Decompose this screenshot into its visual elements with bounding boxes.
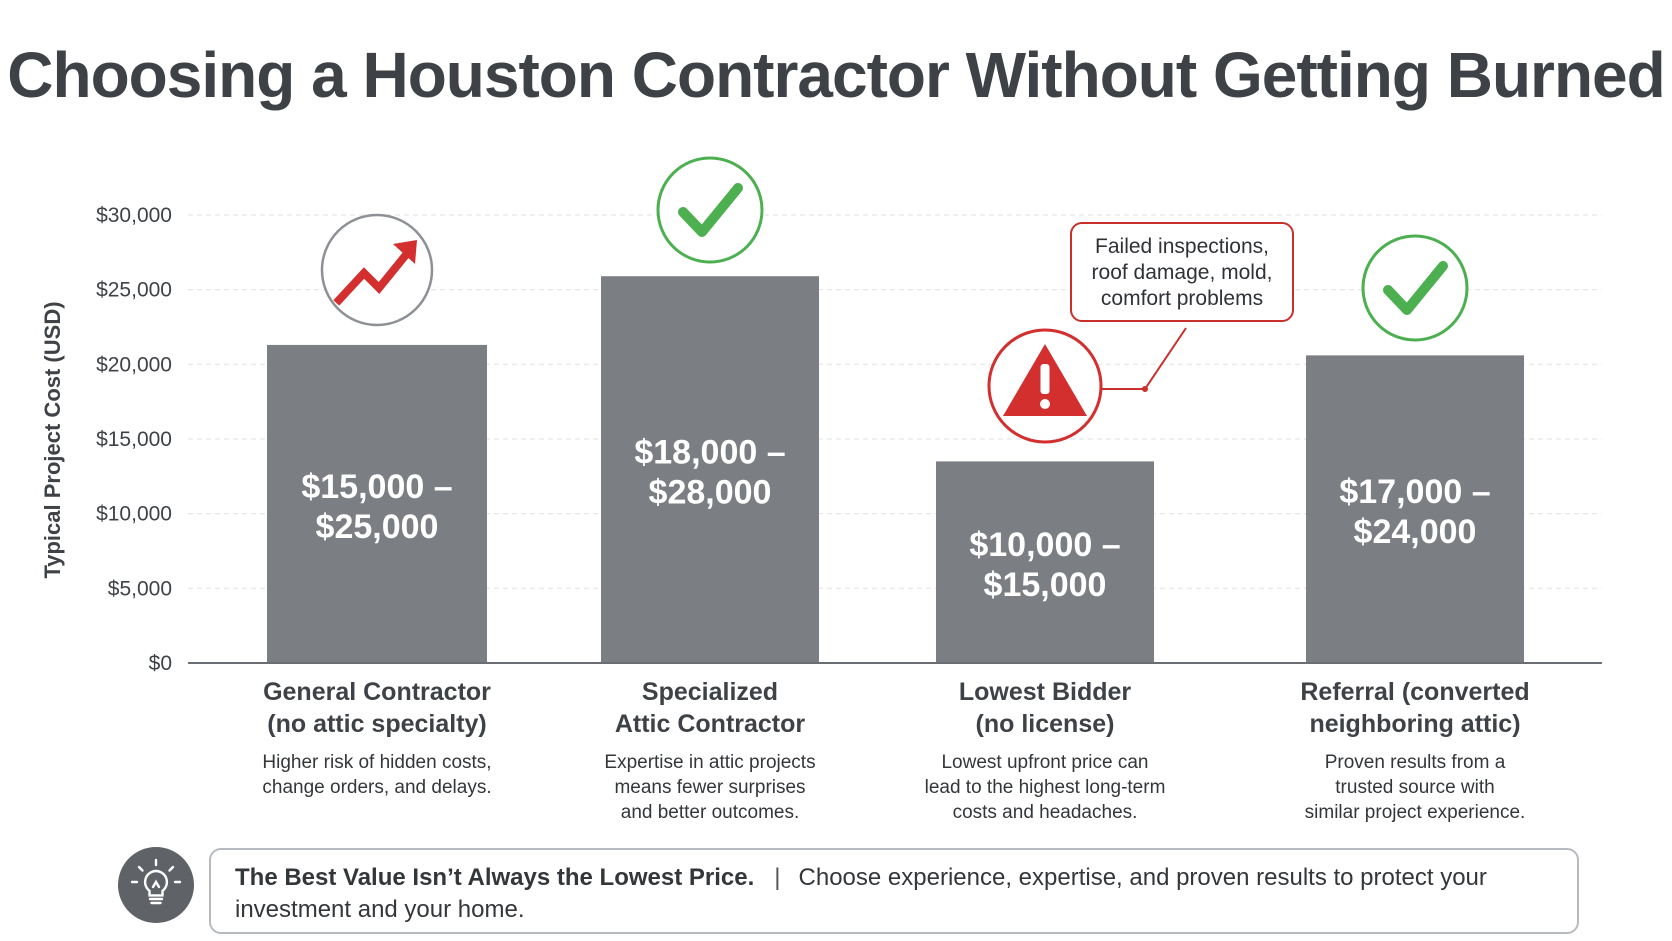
x-category-label: Referral (converted neighboring attic): [1300, 678, 1530, 738]
banner-headline: The Best Value Isn’t Always the Lowest P…: [235, 864, 755, 891]
bar-data-label: $18,000 – $28,000: [634, 434, 785, 512]
category-description: Lowest upfront price can lead to the hig…: [924, 752, 1166, 823]
y-tick-label: $15,000: [96, 428, 172, 451]
category-column: Lowest Bidder (no license) Lowest upfront…: [880, 676, 1210, 825]
category-column: Referral (converted neighboring attic) Pr…: [1250, 676, 1580, 825]
y-tick-label: $20,000: [96, 353, 172, 376]
lightbulb-icon: [118, 847, 194, 923]
category-description: Expertise in attic projects means fewer …: [604, 752, 816, 823]
trend-up-icon: [320, 213, 434, 327]
chart-title: Choosing a Houston Contractor Without Ge…: [7, 39, 1665, 111]
bottom-banner: The Best Value Isn’t Always the Lowest P…: [209, 848, 1579, 934]
bar-data-label: $10,000 – $15,000: [969, 526, 1120, 604]
bar-data-label: $15,000 – $25,000: [301, 468, 452, 546]
callout-annotation: Failed inspections, roof damage, mold, c…: [1070, 222, 1294, 322]
checkmark-icon: [656, 156, 764, 264]
category-description: Higher risk of hidden costs, change orde…: [262, 752, 492, 798]
x-category-label: General Contractor (no attic specialty): [263, 678, 491, 738]
callout-connector-dot: [1142, 386, 1148, 392]
y-tick-label: $30,000: [96, 204, 172, 227]
checkmark-icon: [1361, 234, 1469, 342]
category-description: Proven results from a trusted source wit…: [1304, 752, 1526, 823]
y-tick-label: $0: [149, 652, 172, 675]
warning-icon: [987, 328, 1103, 444]
bar-data-label: $17,000 – $24,000: [1339, 473, 1490, 551]
x-category-label: Lowest Bidder (no license): [958, 678, 1132, 738]
category-column: Specialized Attic Contractor Expertise in…: [545, 676, 875, 825]
x-category-label: Specialized Attic Contractor: [614, 678, 806, 738]
y-tick-label: $5,000: [108, 577, 172, 600]
callout-connector: [1102, 327, 1187, 390]
banner-separator: |: [774, 864, 781, 891]
y-axis-label: Typical Project Cost (USD): [40, 301, 65, 578]
banner-body: Choose experience, expertise, and proven…: [235, 864, 1487, 923]
bar: [267, 344, 487, 663]
y-tick-label: $10,000: [96, 503, 172, 526]
bar: [1306, 355, 1524, 663]
y-tick-label: $25,000: [96, 279, 172, 302]
category-column: General Contractor (no attic specialty) H…: [212, 676, 542, 800]
bar: [601, 276, 819, 663]
bar: [936, 461, 1154, 663]
